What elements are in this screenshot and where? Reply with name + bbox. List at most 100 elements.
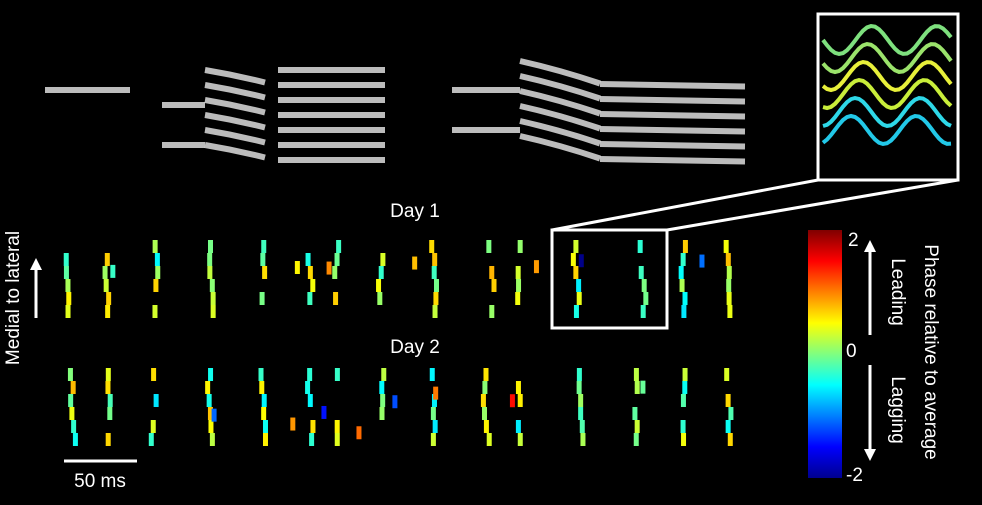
phase-cell [726, 279, 732, 292]
phase-cell [634, 420, 640, 433]
phase-cell [209, 433, 215, 446]
phase-cell [573, 240, 579, 253]
harmonic [204, 127, 266, 146]
phase-cell [258, 368, 264, 381]
wave [822, 77, 953, 111]
phase-cell [307, 292, 313, 305]
phase-cell [727, 433, 733, 446]
phase-cell [356, 426, 362, 440]
phase-cell [480, 394, 486, 407]
phase-cell [334, 368, 340, 381]
phase-cell [432, 305, 438, 318]
phase-cell [321, 405, 327, 419]
phase-cell [381, 368, 387, 381]
phase-cell [517, 240, 523, 253]
phase-cell [207, 266, 213, 279]
phase-cell [576, 292, 582, 305]
phase-cell [210, 292, 216, 305]
phase-cell [509, 394, 515, 408]
harmonic [599, 126, 746, 135]
phase-cell [290, 417, 296, 431]
phase-cell [208, 368, 214, 381]
phase-cell [207, 253, 213, 266]
phase-cell [152, 240, 158, 253]
wave [821, 113, 952, 147]
phase-cell [262, 433, 268, 446]
phase-cell [63, 266, 69, 279]
phase-cell [728, 407, 734, 420]
harmonic [204, 142, 266, 161]
phase-cell [680, 420, 686, 433]
phase-cell [727, 305, 733, 318]
harmonic [204, 82, 266, 101]
phase-cell [378, 266, 384, 279]
phase-cell [678, 266, 684, 279]
phase-cell [154, 253, 160, 266]
phase-cell [723, 240, 729, 253]
phase-cell [71, 420, 77, 433]
phase-cell [516, 279, 522, 292]
phase-cell [110, 264, 116, 278]
colorbar-tick: 0 [846, 341, 857, 362]
phase-cell [72, 433, 78, 446]
phase-cell [66, 292, 72, 305]
phase-cell [576, 279, 582, 292]
phase-cell [208, 420, 214, 433]
phase-cell [533, 260, 539, 274]
phase-cell [486, 240, 492, 253]
phase-cell [104, 253, 110, 266]
phase-cell [483, 368, 489, 381]
phase-cell [517, 433, 523, 446]
phase-cell [682, 368, 688, 381]
phase-cell [377, 292, 383, 305]
phase-cell [326, 261, 332, 275]
phase-cell [70, 381, 76, 394]
phase-cell [207, 407, 213, 420]
harmonic [599, 156, 746, 165]
phase-cell [259, 381, 265, 394]
colorbar-title: Phase relative to average [920, 244, 941, 459]
phase-cell [576, 381, 582, 394]
phase-cell [148, 433, 154, 446]
phase-cell [725, 253, 731, 266]
phase-cell [680, 394, 686, 407]
phase-cell [380, 394, 386, 407]
phase-cell [481, 407, 487, 420]
phase-cell [336, 240, 342, 253]
phase-cell [429, 368, 435, 381]
phase-cell [309, 433, 315, 446]
phase-cell [105, 433, 111, 446]
harmonic [519, 58, 601, 87]
phase-cell [515, 292, 521, 305]
phase-cell [262, 266, 268, 279]
phase-cell [333, 292, 339, 305]
phase-cell [305, 381, 311, 394]
phase-cell [515, 266, 521, 279]
phase-maps [63, 240, 734, 446]
phase-cell [726, 266, 732, 279]
harmonic [204, 97, 266, 116]
wave [821, 23, 953, 57]
phase-cell [724, 368, 730, 381]
phase-cell [207, 240, 213, 253]
wave [822, 95, 952, 129]
phase-cell [680, 253, 686, 266]
zoom-line [666, 178, 959, 232]
harmonic [519, 73, 601, 102]
lagging-label: Lagging [887, 376, 908, 444]
phase-cell [432, 420, 438, 433]
colorbar-tick: -2 [846, 465, 863, 486]
phase-cell [699, 254, 705, 268]
phase-cell [432, 253, 438, 266]
phase-cell [433, 386, 439, 400]
phase-cell [579, 420, 585, 433]
phase-cell [637, 240, 643, 253]
phase-cell [578, 407, 584, 420]
phase-cell [486, 433, 492, 446]
phase-cell [682, 381, 688, 394]
phase-cell [573, 266, 579, 279]
phase-cell [105, 368, 111, 381]
harmonic [519, 118, 601, 147]
phase-cell [106, 292, 112, 305]
